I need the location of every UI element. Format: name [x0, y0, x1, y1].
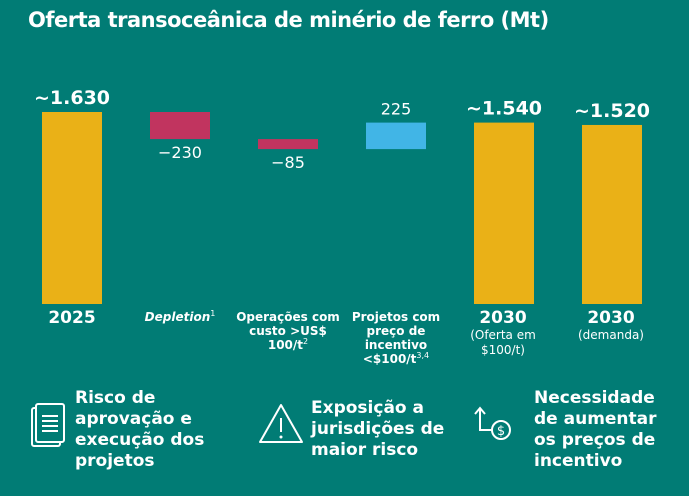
- note-jurisdiction-risk: Exposição a jurisdições de maior risco: [311, 398, 445, 460]
- bar-total: [582, 124, 642, 304]
- note-approval-risk: Risco de aprovação e execução dos projet…: [75, 388, 205, 471]
- warning-icon: [259, 404, 303, 443]
- category-label-operations: Operações com custo >US$ 100/t2: [236, 310, 340, 352]
- category-label-projects: Projetos com preço de incentivo <$100/t3…: [344, 310, 448, 366]
- projects-text: Projetos com preço de incentivo <$100/t: [351, 310, 441, 366]
- supply-subtitle: (Oferta em $100/t): [470, 328, 536, 357]
- bar-increase: [366, 122, 426, 150]
- depletion-text: Depletion: [144, 310, 211, 324]
- year-2030: 2030: [587, 308, 635, 328]
- bar-decrease: [150, 112, 210, 140]
- bar-total: [42, 112, 102, 304]
- chart-title: Oferta transoceânica de minério de ferro…: [28, 8, 549, 32]
- data-label: −230: [158, 143, 202, 162]
- category-label-2030-demand: 2030 (demanda): [559, 308, 663, 343]
- data-label: −85: [271, 153, 305, 172]
- data-label: ~1.520: [574, 100, 650, 122]
- category-label-2030-supply: 2030 (Oferta em $100/t): [451, 308, 555, 358]
- waterfall-chart: ~1.630 −230 −85 225 ~1.540 ~1.520: [34, 87, 650, 304]
- data-label: 225: [381, 100, 412, 119]
- year-2030: 2030: [479, 308, 527, 328]
- footnote-3-4: 3,4: [416, 351, 430, 360]
- svg-text:$: $: [497, 424, 505, 439]
- bar-total: [474, 122, 534, 304]
- footnote-1: 1: [210, 309, 216, 318]
- footnote-2: 2: [303, 337, 309, 346]
- bar-decrease: [258, 139, 318, 150]
- note-incentive-prices: Necessidade de aumentar os preços de inc…: [534, 388, 657, 471]
- operations-text: Operações com custo >US$ 100/t: [236, 310, 340, 352]
- category-label-depletion: Depletion1: [128, 309, 232, 325]
- price-increase-icon: $: [474, 406, 511, 440]
- document-icon: [31, 403, 65, 447]
- data-label: ~1.540: [466, 98, 542, 120]
- demand-subtitle: (demanda): [578, 328, 644, 342]
- data-label: ~1.630: [34, 87, 110, 109]
- category-label-2025: 2025: [48, 308, 96, 328]
